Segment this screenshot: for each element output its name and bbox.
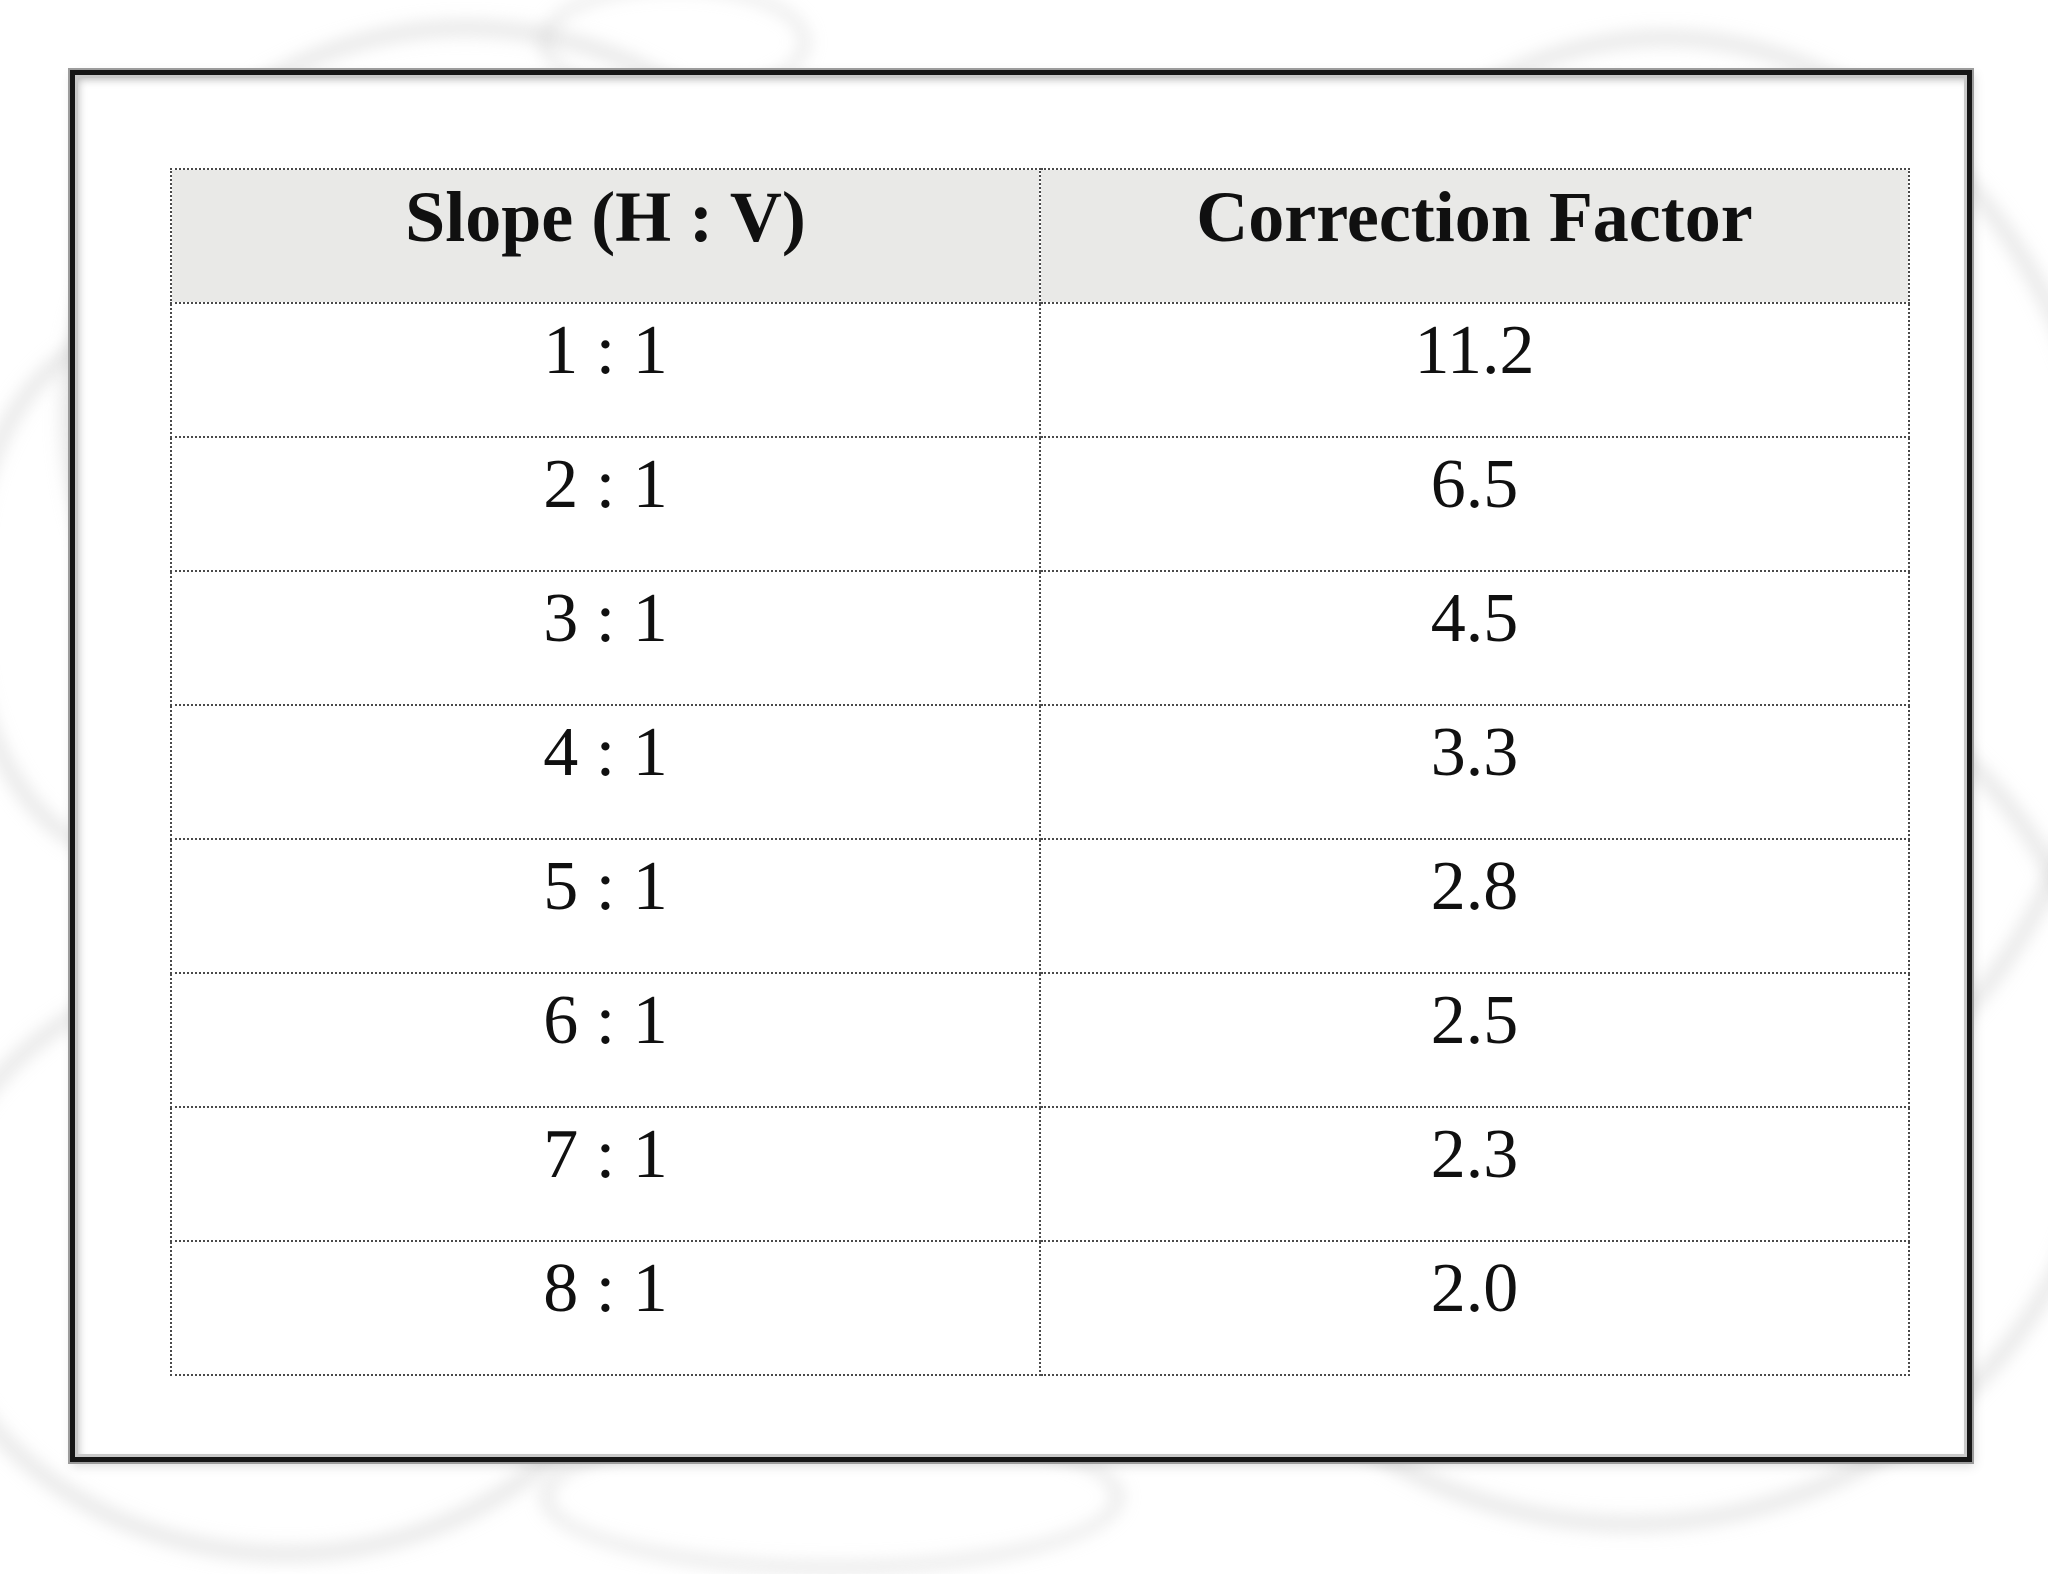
factor-cell: 2.8 — [1039, 838, 1910, 974]
slope-correction-factor-table: Slope (H : V) Correction Factor 1 : 1 11… — [170, 168, 1910, 1376]
slope-cell: 6 : 1 — [170, 972, 1041, 1108]
table-row: 2 : 1 6.5 — [170, 436, 1910, 572]
column-header-correction-factor: Correction Factor — [1039, 168, 1910, 304]
slope-cell: 1 : 1 — [170, 302, 1041, 438]
table-row: 5 : 1 2.8 — [170, 838, 1910, 974]
factor-cell: 2.5 — [1039, 972, 1910, 1108]
factor-cell: 2.0 — [1039, 1240, 1910, 1376]
slope-cell: 4 : 1 — [170, 704, 1041, 840]
factor-cell: 3.3 — [1039, 704, 1910, 840]
slope-cell: 8 : 1 — [170, 1240, 1041, 1376]
table-row: 3 : 1 4.5 — [170, 570, 1910, 706]
factor-cell: 11.2 — [1039, 302, 1910, 438]
slope-cell: 5 : 1 — [170, 838, 1041, 974]
column-header-slope: Slope (H : V) — [170, 168, 1041, 304]
slope-cell: 3 : 1 — [170, 570, 1041, 706]
table-row: 8 : 1 2.0 — [170, 1240, 1910, 1376]
table-row: 4 : 1 3.3 — [170, 704, 1910, 840]
table-row: 1 : 1 11.2 — [170, 302, 1910, 438]
slope-cell: 2 : 1 — [170, 436, 1041, 572]
slope-cell: 7 : 1 — [170, 1106, 1041, 1242]
table-header-row: Slope (H : V) Correction Factor — [170, 168, 1910, 304]
table-row: 7 : 1 2.3 — [170, 1106, 1910, 1242]
factor-cell: 4.5 — [1039, 570, 1910, 706]
factor-cell: 2.3 — [1039, 1106, 1910, 1242]
table-row: 6 : 1 2.5 — [170, 972, 1910, 1108]
factor-cell: 6.5 — [1039, 436, 1910, 572]
